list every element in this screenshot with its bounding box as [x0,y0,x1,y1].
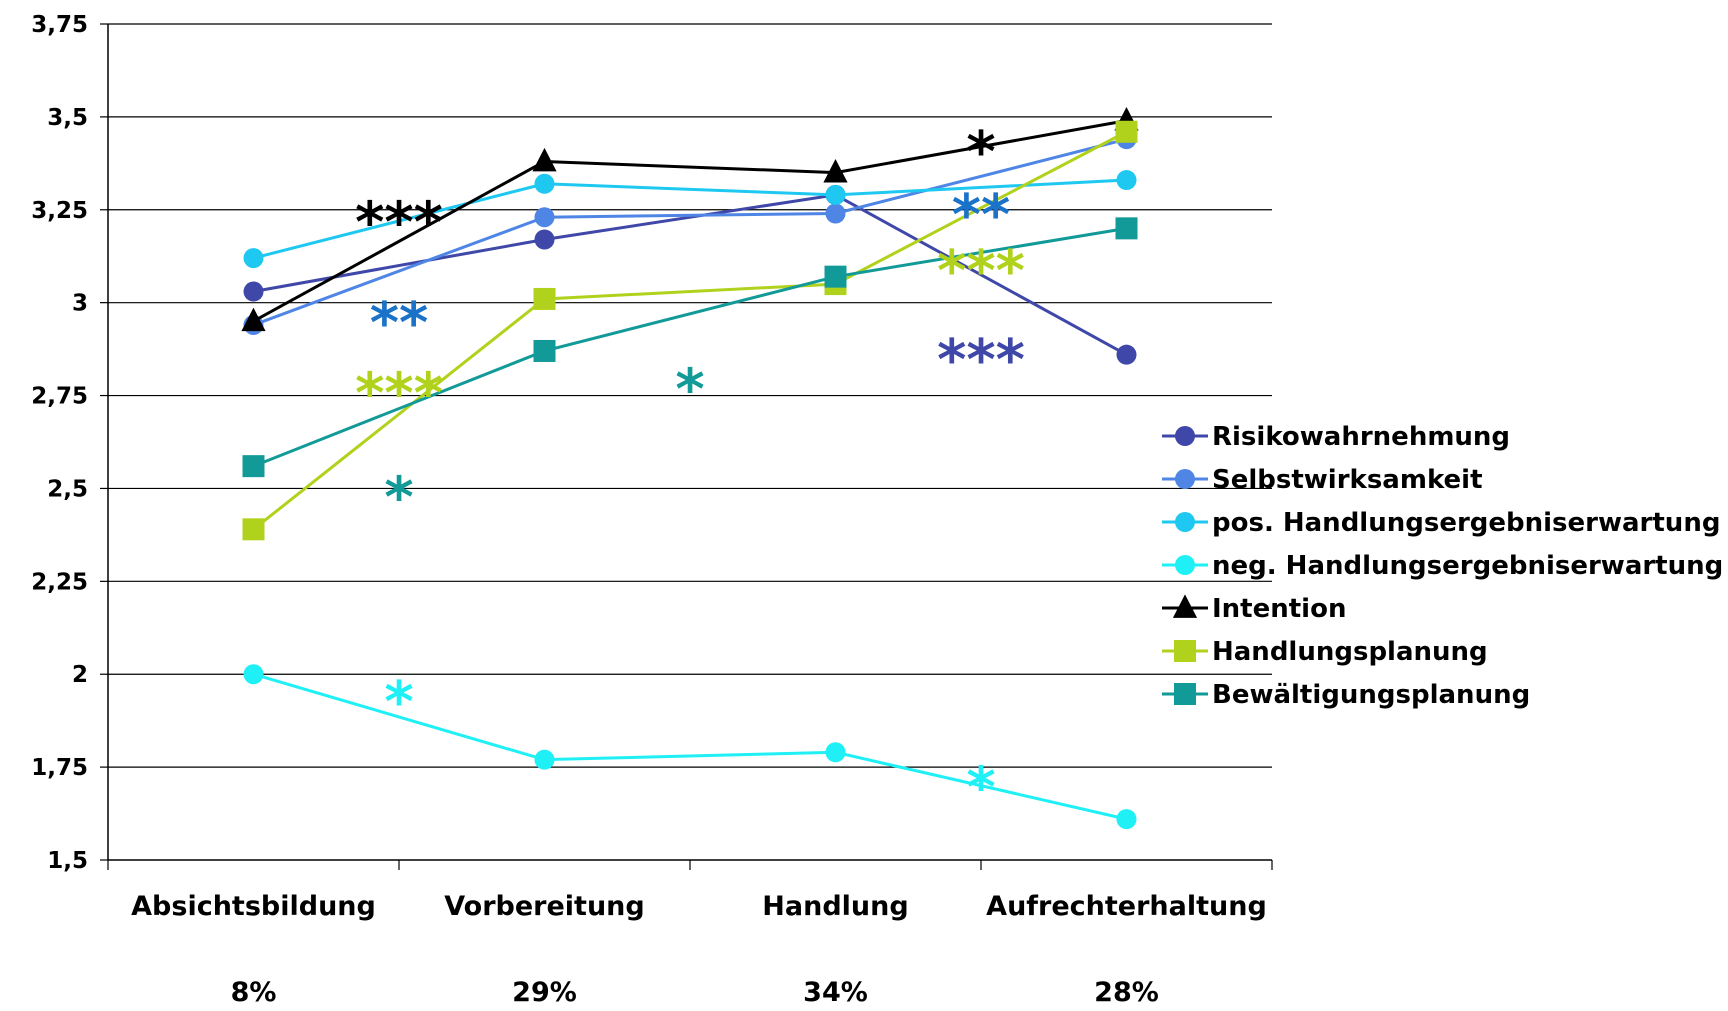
data-point [1175,555,1195,575]
x-percentage-label: 29% [512,977,577,1008]
data-point [243,281,264,302]
series-line [252,130,1128,531]
y-axis-ticks: 1,5 1,75 2 2,25 2,5 2,75 3 3,25 3,5 3,75 [31,12,108,874]
x-axis-categories: Absichtsbildung 8% Vorbereitung 29% Handlung… [131,891,1267,1008]
legend-item: Intention [1162,594,1346,624]
legend-label: pos. Handlungsergebniserwartung [1212,508,1720,538]
data-point [1175,469,1195,489]
significance-marker: *** [355,361,443,426]
significance-marker: ** [952,183,1011,248]
data-point [825,203,846,224]
legend-label: Bewältigungsplanung [1212,680,1530,710]
significance-marker: *** [355,190,443,255]
y-tick-label: 3,75 [31,12,88,38]
series-line [253,672,1127,821]
significance-marker: * [966,755,995,820]
significance-marker: * [966,120,995,185]
data-point [534,229,555,250]
legend-item: Handlungsplanung [1162,637,1488,667]
y-tick-label: 2,25 [31,569,88,595]
legend-item: Bewältigungsplanung [1162,680,1530,710]
data-point [1172,594,1198,618]
data-point [1115,217,1138,240]
legend-label: Risikowahrnehmung [1212,422,1510,452]
data-point [534,173,555,194]
data-point [242,518,265,541]
data-point [1115,120,1138,143]
legend-item: pos. Handlungsergebniserwartung [1162,508,1720,538]
data-point [1116,344,1137,365]
series-line [252,226,1127,468]
x-category-label: Absichtsbildung [131,891,376,922]
y-tick-label: 1,5 [47,848,88,874]
legend-item: Risikowahrnehmung [1162,422,1510,452]
series-2 [243,170,1137,269]
series-3 [243,664,1137,830]
y-tick-label: 1,75 [31,755,88,781]
data-point [243,664,264,685]
data-point [824,265,847,288]
y-tick-label: 2 [72,662,88,688]
y-tick-label: 2,75 [31,384,88,410]
series-6 [242,217,1138,478]
y-tick-label: 3,25 [31,198,88,224]
significance-marker: ** [370,291,429,356]
data-point [532,147,557,172]
data-point [823,158,848,183]
significance-marker: * [384,670,413,735]
legend-item: Selbstwirksamkeit [1162,465,1483,495]
x-percentage-label: 34% [803,977,868,1008]
y-tick-label: 3,5 [47,105,88,131]
significance-marker: * [675,358,704,423]
series-line [252,119,1127,323]
legend-label: neg. Handlungsergebniserwartung [1212,551,1723,581]
data-point [1116,809,1137,830]
data-point [534,207,555,228]
legend: Risikowahrnehmung Selbstwirksamkeit pos. H… [1162,422,1723,710]
y-tick-label: 2,5 [47,476,88,502]
legend-item: neg. Handlungsergebniserwartung [1162,551,1723,581]
x-category-label: Aufrechterhaltung [986,891,1267,922]
data-point [1174,640,1196,662]
significance-annotations: ********************* [355,120,1025,820]
data-point [534,749,555,770]
axes [107,24,1273,870]
series-line [253,178,1127,260]
x-category-label: Handlung [762,891,908,922]
significance-marker: *** [937,239,1025,304]
significance-marker: * [384,465,413,530]
x-category-label: Vorbereitung [444,891,644,922]
gridlines [108,23,1272,768]
data-point [1116,170,1137,191]
data-point [242,455,265,478]
data-point [243,248,264,269]
data-point [825,184,846,205]
series-layer [241,106,1139,830]
data-point [533,339,556,362]
data-point [533,287,556,310]
legend-label: Intention [1212,594,1346,624]
series-5 [242,120,1138,541]
x-percentage-label: 28% [1094,977,1159,1008]
x-percentage-label: 8% [231,977,277,1008]
y-tick-label: 3 [72,291,88,317]
data-point [825,742,846,763]
data-point [1175,426,1195,446]
significance-marker: *** [937,328,1025,393]
data-point [1175,512,1195,532]
series-line [253,193,1128,356]
data-point [241,307,266,332]
legend-label: Handlungsplanung [1212,637,1488,667]
legend-label: Selbstwirksamkeit [1212,465,1483,495]
data-point [1174,683,1196,705]
series-line [252,137,1127,327]
